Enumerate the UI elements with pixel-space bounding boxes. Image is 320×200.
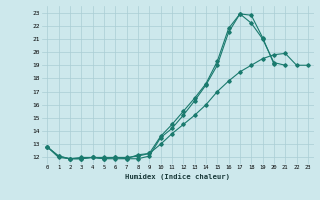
X-axis label: Humidex (Indice chaleur): Humidex (Indice chaleur) [125, 173, 230, 180]
